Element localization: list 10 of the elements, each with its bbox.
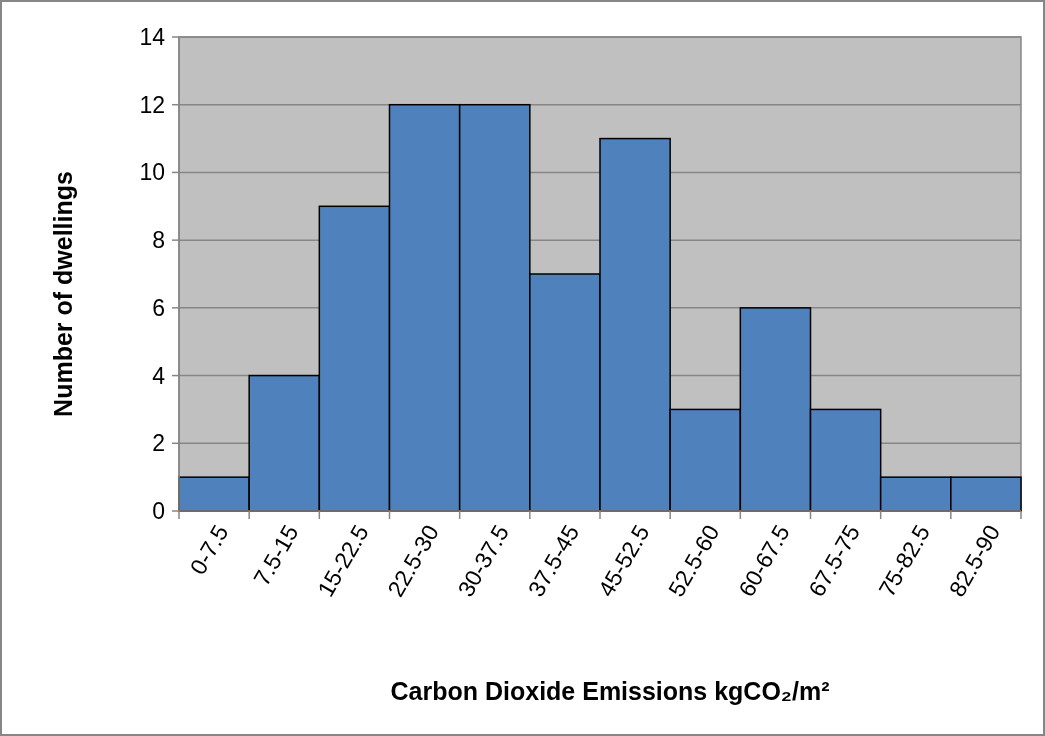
y-tick-label: 12 [139,91,165,118]
y-tick-label: 14 [139,24,166,51]
y-tick-label: 4 [152,362,166,389]
y-tick-label: 8 [152,227,165,254]
x-axis-title: Carbon Dioxide Emissions kgCO₂/m² [390,677,830,705]
y-tick-label: 0 [152,498,165,525]
y-tick-label: 2 [152,430,165,457]
y-tick-label: 6 [152,294,165,321]
y-tick-label: 10 [139,159,165,186]
y-axis-title: Number of dwellings [49,171,77,417]
